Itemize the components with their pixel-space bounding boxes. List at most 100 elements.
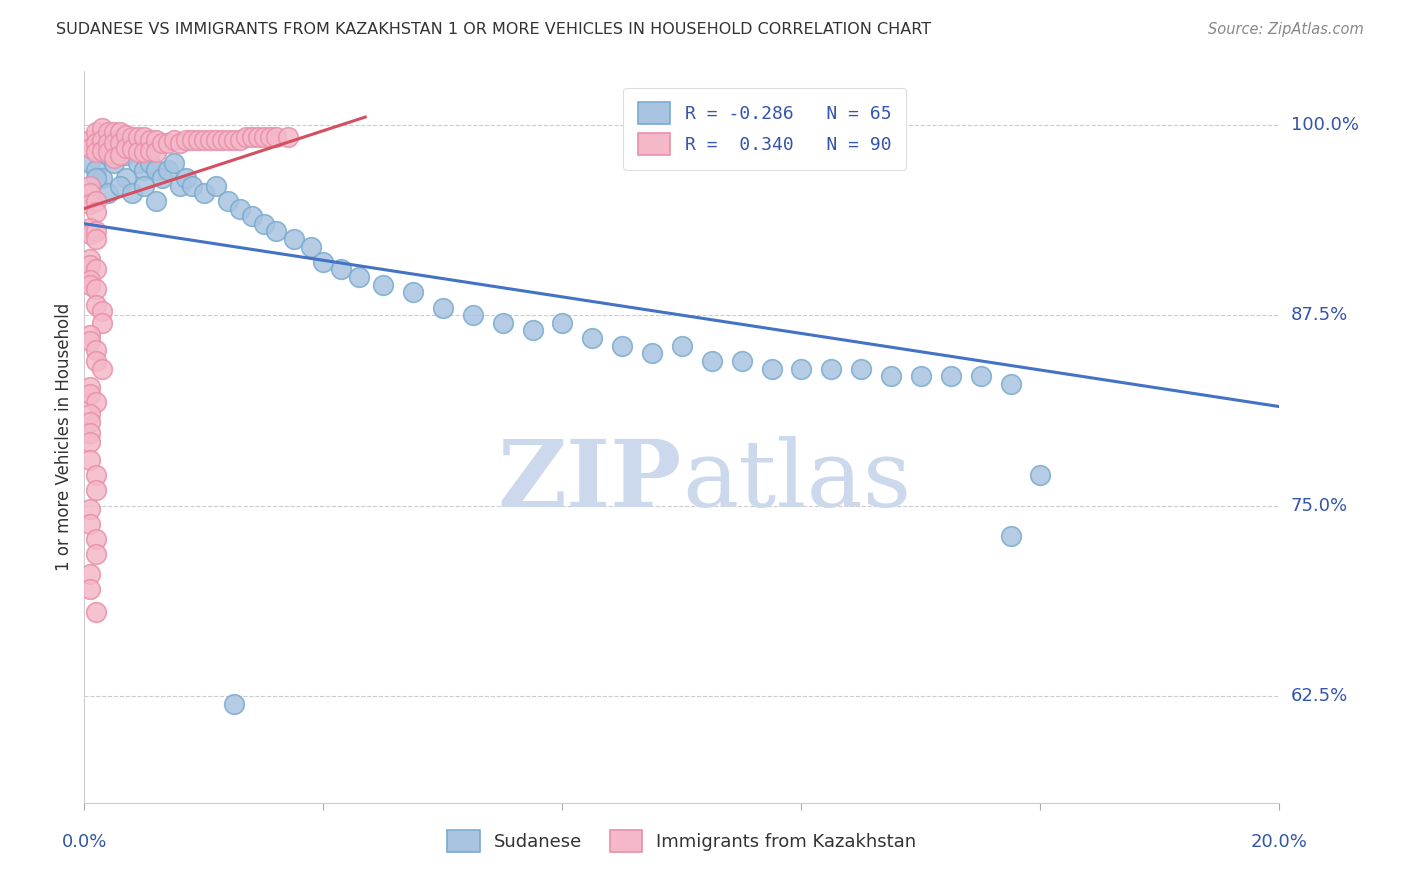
Point [139,144,162,158]
Point [228,133,252,147]
Point [79,186,101,201]
Point [851,361,873,376]
Point [150,171,173,186]
Point [91,361,114,376]
Point [91,120,114,135]
Point [132,129,156,144]
Point [79,415,101,429]
Point [174,133,197,147]
Point [91,140,114,154]
Point [551,316,574,330]
Point [939,369,962,384]
Point [79,425,101,440]
Point [240,129,263,144]
Point [110,140,132,154]
Point [91,171,114,186]
Point [970,369,993,384]
Point [127,155,149,169]
Point [641,346,664,360]
Point [150,136,173,150]
Point [139,133,162,147]
Point [373,277,395,292]
Point [86,262,108,277]
Point [86,297,108,311]
Point [79,380,101,394]
Point [121,129,143,144]
Point [217,133,239,147]
Point [132,178,156,193]
Point [264,129,287,144]
Point [79,178,101,193]
Point [205,178,228,193]
Point [461,308,484,322]
Point [79,155,101,169]
Text: ZIP: ZIP [498,436,682,526]
Point [211,133,233,147]
Point [1000,376,1022,391]
Point [79,277,101,292]
Point [97,145,120,160]
Text: SUDANESE VS IMMIGRANTS FROM KAZAKHSTAN 1 OR MORE VEHICLES IN HOUSEHOLD CORRELATI: SUDANESE VS IMMIGRANTS FROM KAZAKHSTAN 1… [56,22,931,37]
Text: 0.0%: 0.0% [62,833,107,851]
Point [910,369,932,384]
Point [110,148,132,162]
Point [79,387,101,401]
Point [264,224,287,238]
Point [671,338,693,352]
Point [174,171,197,186]
Point [79,252,101,266]
Point [127,129,149,144]
Point [157,163,180,178]
Point [79,334,101,348]
Text: 100.0%: 100.0% [1291,116,1358,134]
Point [259,129,281,144]
Point [97,186,120,201]
Point [145,145,167,160]
Point [79,582,101,597]
Point [86,163,108,178]
Point [169,136,191,150]
Point [86,194,108,208]
Point [79,258,101,272]
Point [97,136,120,150]
Point [145,163,167,178]
Point [132,148,156,162]
Point [79,453,101,467]
Point [402,285,425,300]
Point [522,323,544,337]
Point [86,232,108,246]
Point [132,163,156,178]
Point [103,151,125,165]
Point [97,125,120,139]
Point [432,301,454,315]
Point [187,133,209,147]
Text: 75.0%: 75.0% [1291,497,1348,515]
Point [761,361,783,376]
Point [79,133,101,147]
Point [86,532,108,546]
Point [253,217,276,231]
Point [91,316,114,330]
Point [492,316,515,330]
Point [79,501,101,516]
Point [312,255,335,269]
Point [91,133,114,147]
Point [79,227,101,242]
Point [86,343,108,358]
Point [79,273,101,287]
Point [205,133,228,147]
Point [132,145,156,160]
Point [181,133,204,147]
Point [121,140,143,154]
Point [79,328,101,343]
Point [86,224,108,238]
Point [283,232,305,246]
Text: 62.5%: 62.5% [1291,687,1348,706]
Point [121,142,143,156]
Point [169,178,191,193]
Point [86,282,108,296]
Point [86,483,108,498]
Point [1000,529,1022,543]
Point [145,133,167,147]
Point [198,133,221,147]
